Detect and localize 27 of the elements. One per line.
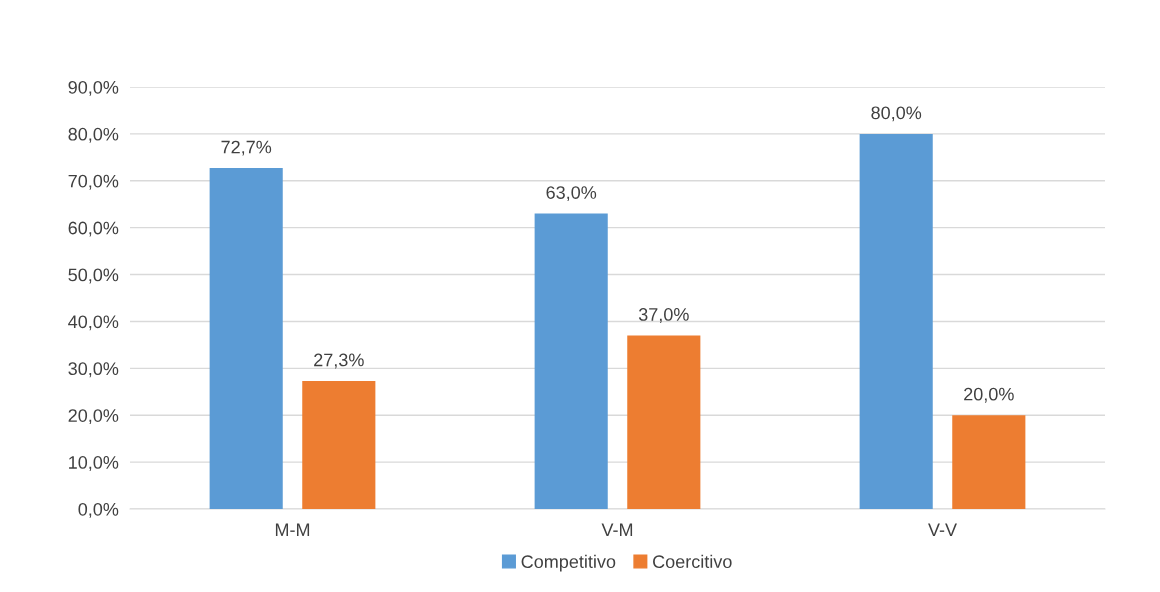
legend-label: Competitivo	[521, 554, 616, 572]
x-tick-label: V-M	[601, 523, 633, 536]
data-label: 72,7%	[221, 140, 272, 156]
y-tick-label: 0,0%	[78, 502, 119, 518]
data-label: 27,3%	[314, 353, 364, 369]
legend-label: Coercitivo	[653, 554, 732, 569]
data-label: 80,0%	[871, 106, 922, 122]
data-label: 63,0%	[546, 186, 597, 202]
data-label: 37,0%	[638, 308, 689, 323]
bar	[302, 380, 376, 509]
y-tick-label: 90,0%	[68, 80, 119, 96]
y-tick-label: 60,0%	[68, 221, 119, 237]
y-tick-label: 40,0%	[68, 315, 119, 331]
x-tick-label: M-M	[275, 523, 310, 536]
y-tick-label: 10,0%	[69, 456, 119, 471]
data-label: 20,0%	[964, 387, 1014, 403]
y-tick-label: 70,0%	[68, 174, 119, 190]
bar	[952, 415, 1026, 509]
bar	[534, 213, 608, 509]
y-tick-label: 30,0%	[68, 362, 119, 378]
bar	[209, 168, 283, 509]
y-tick-label: 20,0%	[68, 409, 119, 425]
bar	[627, 335, 701, 509]
y-tick-label: 50,0%	[68, 268, 119, 284]
bar	[859, 133, 933, 509]
x-tick-label: V-V	[928, 523, 957, 536]
y-tick-label: 80,0%	[68, 127, 119, 143]
